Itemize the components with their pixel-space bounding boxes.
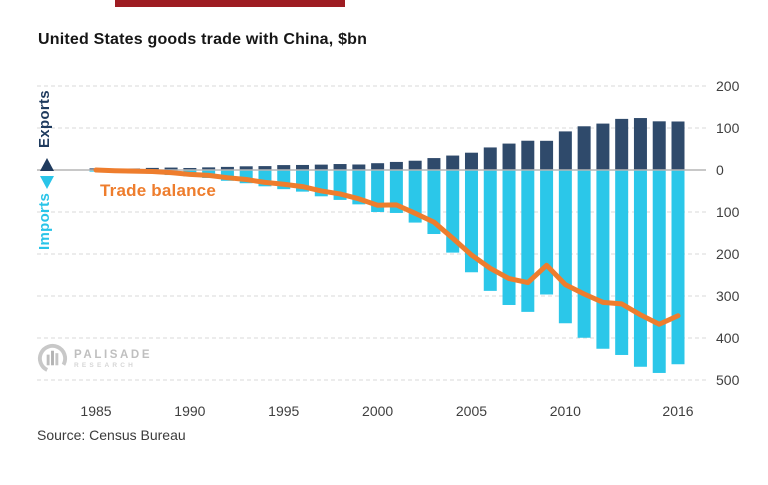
export-bar — [633, 118, 647, 170]
import-bar — [446, 170, 460, 253]
x-tick-label: 2016 — [662, 403, 694, 419]
import-bar — [652, 170, 666, 373]
export-bar — [314, 164, 328, 170]
import-bar — [558, 170, 572, 324]
y-tick-label: 200 — [716, 246, 740, 262]
export-bar — [577, 126, 591, 170]
trade-balance-label: Trade balance — [100, 181, 216, 200]
import-bar — [464, 170, 478, 273]
export-bar — [333, 164, 347, 170]
export-bar — [145, 167, 159, 170]
top-banner — [115, 0, 345, 7]
import-bar — [502, 170, 516, 305]
y-tick-label: 200 — [716, 78, 740, 94]
export-bar — [521, 140, 535, 170]
exports-up-arrow-icon — [40, 158, 54, 171]
export-bar — [446, 155, 460, 170]
source-text: Source: Census Bureau — [37, 427, 186, 443]
x-tick-label: 2000 — [362, 403, 394, 419]
export-bar — [220, 166, 234, 170]
x-tick-label: 1990 — [174, 403, 206, 419]
y-tick-label: 300 — [716, 288, 740, 304]
export-bar — [164, 167, 178, 170]
export-bar — [540, 140, 554, 170]
export-bar — [183, 167, 197, 170]
export-bar — [671, 121, 685, 170]
export-bar — [202, 167, 216, 170]
import-bar — [615, 170, 629, 355]
export-bar — [371, 163, 385, 170]
y-tick-label: 0 — [716, 162, 724, 178]
page-title: United States goods trade with China, $b… — [38, 31, 368, 48]
y-tick-label: 100 — [716, 204, 740, 220]
export-bar — [652, 121, 666, 170]
export-bar — [389, 161, 403, 170]
export-bar — [502, 143, 516, 170]
imports-axis-label: Imports — [36, 192, 53, 250]
import-bar — [596, 170, 610, 349]
imports-down-arrow-icon — [40, 176, 54, 189]
import-bar — [577, 170, 591, 338]
export-bar — [296, 164, 310, 170]
import-bar — [483, 170, 497, 291]
x-tick-label: 2010 — [549, 403, 581, 419]
trade-balance-line — [93, 167, 681, 327]
export-bar — [483, 147, 497, 170]
export-bar — [352, 164, 366, 170]
export-bar — [258, 166, 272, 170]
x-tick-label: 1985 — [80, 403, 112, 419]
export-bar — [464, 152, 478, 170]
import-bar — [633, 170, 647, 367]
import-bar — [671, 170, 685, 365]
export-bar — [277, 165, 291, 170]
import-bar — [521, 170, 535, 312]
exports-axis-label: Exports — [36, 90, 53, 148]
import-bar — [389, 170, 403, 213]
export-bar — [408, 160, 422, 170]
palisade-logo-icon — [37, 343, 68, 374]
y-tick-label: 500 — [716, 372, 740, 388]
export-bar — [558, 131, 572, 170]
y-tick-label: 100 — [716, 120, 740, 136]
y-tick-label: 400 — [716, 330, 740, 346]
export-bar — [615, 118, 629, 170]
watermark-name: PALISADE — [74, 348, 153, 361]
watermark-subtitle: RESEARCH — [74, 361, 137, 369]
export-bar — [427, 158, 441, 170]
export-bar — [239, 166, 253, 170]
x-tick-label: 2005 — [455, 403, 488, 419]
palisade-watermark: PALISADE RESEARCH — [36, 342, 152, 375]
import-bar — [540, 170, 554, 295]
x-tick-label: 1995 — [268, 403, 300, 419]
export-bar — [596, 123, 610, 170]
